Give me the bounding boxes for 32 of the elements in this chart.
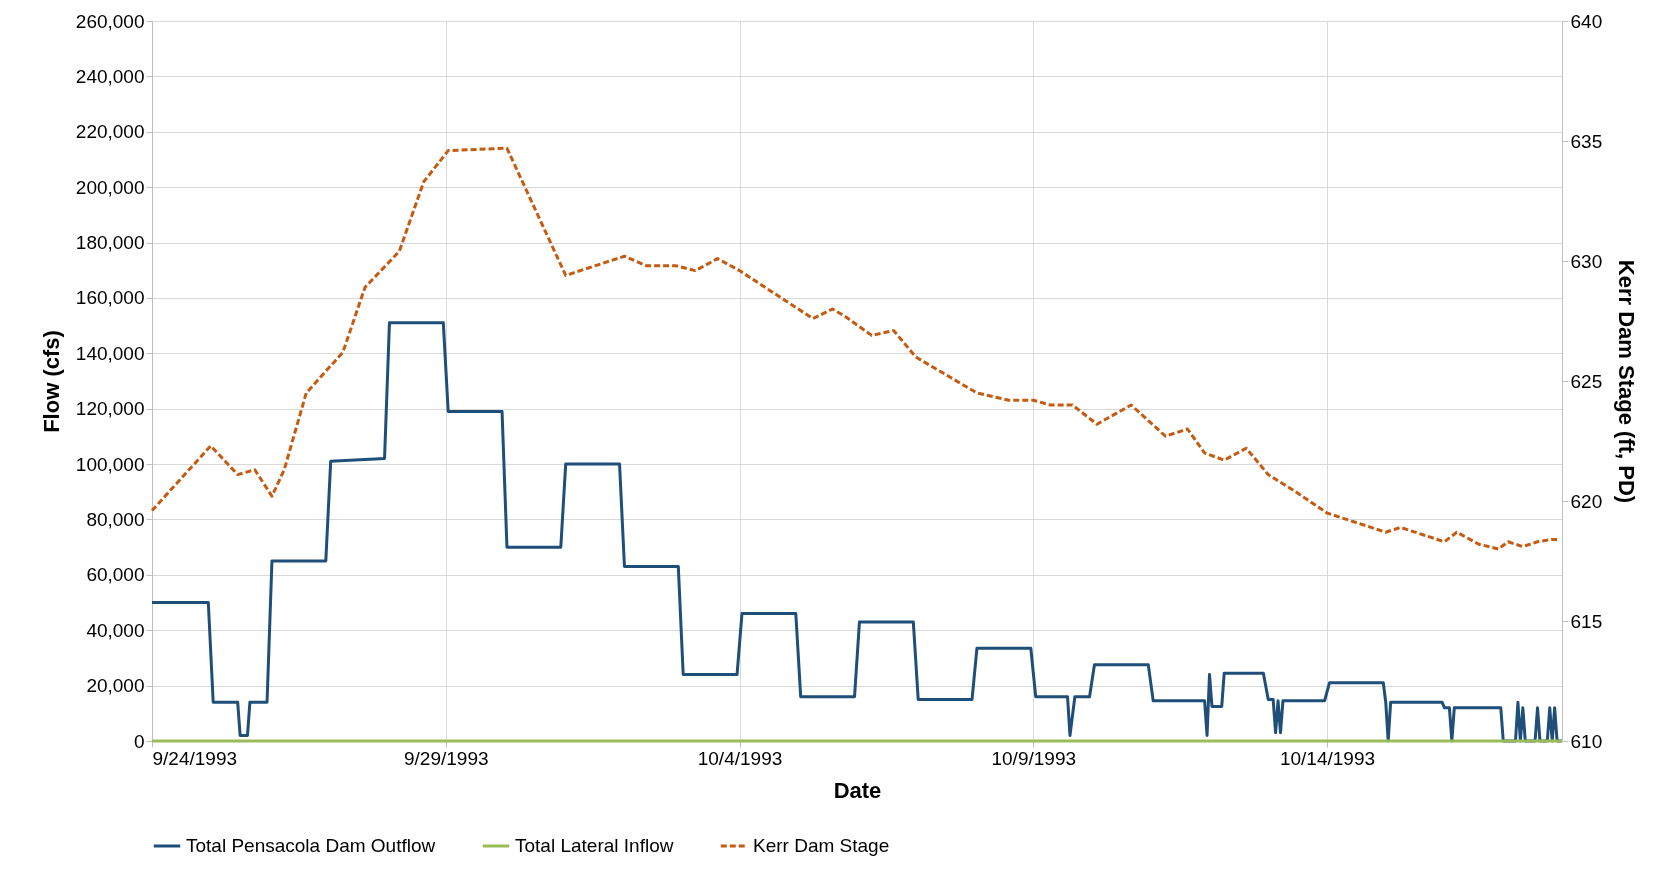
legend-label: Total Pensacola Dam Outflow	[186, 835, 436, 856]
y2-tick-label: 630	[1570, 250, 1603, 272]
y2-tick-label: 615	[1570, 610, 1603, 632]
y-tick-label: 40,000	[86, 619, 145, 641]
y-tick-label: 200,000	[75, 176, 145, 198]
x-axis-title: Date	[833, 777, 882, 803]
y-tick-label: 160,000	[75, 287, 145, 309]
y-tick-label: 220,000	[75, 121, 145, 143]
x-tick-label: 10/4/1993	[697, 747, 783, 769]
x-tick-label: 10/9/1993	[991, 747, 1077, 769]
y-tick-label: 260,000	[75, 10, 145, 32]
y2-tick-label: 640	[1570, 10, 1603, 32]
y2-tick-label: 620	[1570, 490, 1603, 512]
legend-label: Total Lateral Inflow	[515, 835, 674, 856]
y-tick-label: 0	[133, 730, 145, 752]
y-tick-label: 240,000	[75, 65, 145, 87]
y-axis-title: Flow (cfs)	[38, 330, 64, 433]
y-tick-label: 60,000	[86, 564, 145, 586]
x-tick-label: 10/14/1993	[1279, 747, 1376, 769]
y2-axis-title: Kerr Dam Stage (ft, PD)	[1614, 259, 1640, 504]
y-tick-label: 80,000	[86, 508, 145, 530]
y-tick-label: 20,000	[86, 675, 145, 697]
y-tick-label: 100,000	[75, 453, 145, 475]
y-tick-label: 140,000	[75, 342, 145, 364]
y-tick-label: 180,000	[75, 232, 145, 254]
x-tick-label: 9/24/1993	[152, 747, 238, 769]
x-tick-label: 9/29/1993	[403, 747, 489, 769]
y2-tick-label: 610	[1570, 730, 1603, 752]
y2-tick-label: 635	[1570, 130, 1603, 152]
legend-label: Kerr Dam Stage	[753, 835, 890, 856]
y-tick-label: 120,000	[75, 398, 145, 420]
y2-tick-label: 625	[1570, 370, 1603, 392]
